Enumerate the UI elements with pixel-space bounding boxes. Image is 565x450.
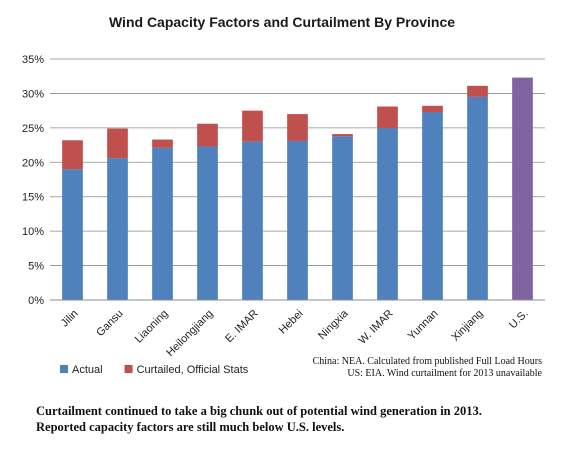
source-notes: China: NEA. Calculated from published Fu… (313, 356, 543, 379)
bar-segment (107, 128, 128, 159)
bar-segment (467, 96, 488, 301)
x-tick-label: Ningxia (316, 307, 351, 342)
bar-segment (377, 106, 398, 128)
caption-line: Reported capacity factors are still much… (36, 420, 345, 434)
bar-segment (152, 147, 173, 300)
source-note: US: EIA. Wind curtailment for 2013 unava… (347, 368, 542, 379)
y-tick-label: 15% (22, 192, 44, 204)
bar-segment (62, 140, 83, 170)
y-axis-ticks: 0% 5% 10% 15% 20% 25% 30% 35% (22, 54, 44, 307)
bar-segment (332, 134, 353, 137)
bar-segment (512, 77, 533, 300)
chart-title: Wind Capacity Factors and Curtailment By… (109, 14, 455, 30)
bar-segment (242, 141, 263, 300)
bar-segment (422, 112, 443, 301)
bar-segment (332, 136, 353, 300)
bar-segment (242, 110, 263, 142)
x-tick-label: Yunnan (406, 308, 441, 343)
x-tick-label: Heilongjiang (164, 308, 215, 359)
bar-segment (422, 105, 443, 113)
bar-segment (62, 169, 83, 300)
x-tick-label: E. IMAR (223, 308, 260, 345)
bar-segment (467, 85, 488, 97)
bar-segment (287, 114, 308, 141)
x-tick-label: Xinjiang (449, 308, 485, 344)
x-tick-label: Liaoning (133, 308, 171, 346)
x-tick-label: Hebei (277, 308, 306, 337)
x-tick-label: U.S. (507, 308, 531, 332)
legend-label: Actual (72, 364, 103, 376)
y-tick-label: 35% (22, 54, 44, 66)
x-tick-label: Gansu (94, 308, 125, 339)
legend-label: Curtailed, Official Stats (137, 364, 249, 376)
chart: Wind Capacity Factors and Curtailment By… (22, 14, 545, 379)
x-tick-label: Jilin (59, 308, 81, 330)
legend-swatch (60, 365, 68, 373)
bar-segment (287, 140, 308, 300)
caption-line: Curtailment continued to take a big chun… (36, 404, 482, 418)
y-tick-label: 5% (28, 261, 44, 273)
bar-segment (197, 123, 218, 147)
legend-swatch (124, 365, 133, 373)
source-note: China: NEA. Calculated from published Fu… (313, 356, 543, 367)
x-tick-label: W. IMAR (356, 308, 395, 347)
y-tick-label: 10% (22, 226, 44, 238)
bar-segment (377, 127, 398, 300)
bar-segment (152, 139, 173, 148)
bars (62, 77, 533, 301)
legend: Actual Curtailed, Official Stats (60, 364, 249, 376)
y-tick-label: 30% (22, 88, 44, 100)
caption: Curtailment continued to take a big chun… (36, 403, 556, 435)
bar-segment (197, 146, 218, 300)
bar-segment (107, 158, 128, 300)
y-tick-label: 25% (22, 123, 44, 135)
y-tick-label: 20% (22, 157, 44, 169)
y-tick-label: 0% (28, 295, 44, 307)
